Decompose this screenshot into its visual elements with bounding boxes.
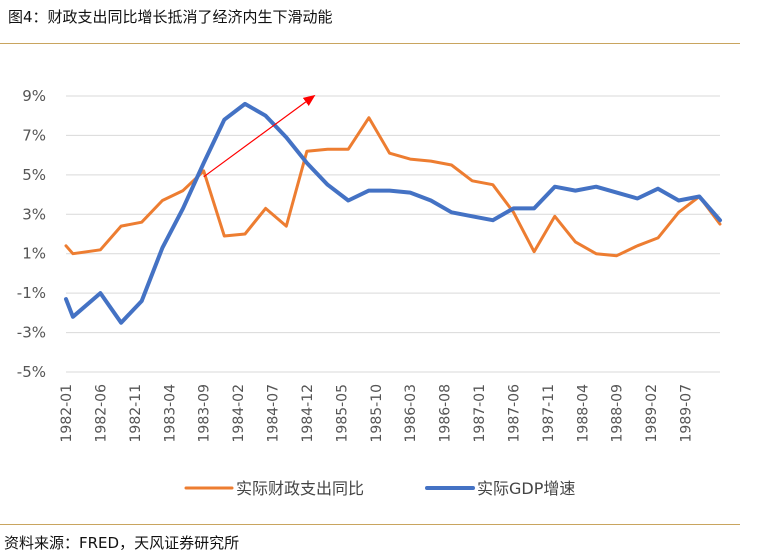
x-tick-label: 1982-11 <box>128 384 144 443</box>
x-tick-label: 1983-09 <box>197 384 213 443</box>
x-tick-label: 1983-04 <box>162 384 178 443</box>
x-tick-label: 1984-02 <box>231 384 247 443</box>
gridlines <box>66 95 720 373</box>
y-tick-label: 5% <box>22 166 46 184</box>
series-line-gdp <box>64 101 722 325</box>
x-tick-label: 1985-10 <box>369 384 385 443</box>
x-tick-label: 1989-07 <box>679 384 695 443</box>
x-tick-label: 1986-03 <box>403 384 419 443</box>
x-tick-label: 1987-01 <box>472 384 488 443</box>
chart-title: 图4：财政支出同比增长抵消了经济内生下滑动能 <box>8 8 333 26</box>
source-note: 资料来源：FRED，天风证券研究所 <box>4 534 240 552</box>
y-tick-label: -5% <box>17 363 46 381</box>
x-tick-label: 1987-11 <box>541 384 557 443</box>
bottom-divider <box>0 524 740 525</box>
trend-annotation <box>203 94 316 178</box>
y-tick-label: -3% <box>17 324 46 342</box>
y-axis-ticks: 9% 7% 5% 3% 1% -1% -3% -5% <box>17 87 46 381</box>
x-tick-label: 1984-07 <box>266 384 282 443</box>
x-tick-label: 1986-08 <box>438 384 454 443</box>
x-tick-label: 1984-12 <box>300 384 316 443</box>
trend-arrow <box>203 94 316 178</box>
y-tick-label: 3% <box>22 205 46 223</box>
x-tick-label: 1989-02 <box>644 384 660 443</box>
x-axis-ticks: 1982-01 1982-06 1982-11 1983-04 1983-09 1984-… <box>59 384 695 443</box>
legend-label: 实际财政支出同比 <box>236 479 364 498</box>
series-line-fiscal <box>64 116 722 258</box>
x-tick-label: 1988-09 <box>610 384 626 443</box>
y-tick-label: -1% <box>17 284 46 302</box>
line-chart: 9% 7% 5% 3% 1% -1% -3% -5% 1982-01 1982-06 1982-1… <box>17 87 722 498</box>
legend-label: 实际GDP增速 <box>477 479 575 498</box>
x-tick-label: 1987-06 <box>506 384 522 443</box>
x-tick-label: 1982-06 <box>93 384 109 443</box>
x-tick-label: 1988-04 <box>575 384 591 443</box>
x-tick-label: 1982-01 <box>59 384 75 443</box>
series-lines <box>64 101 722 325</box>
y-tick-label: 7% <box>22 126 46 144</box>
y-tick-label: 1% <box>22 245 46 263</box>
x-tick-label: 1985-05 <box>334 384 350 443</box>
top-divider <box>0 43 740 44</box>
legend: 实际财政支出同比 实际GDP增速 <box>184 479 575 498</box>
y-tick-label: 9% <box>22 87 46 105</box>
